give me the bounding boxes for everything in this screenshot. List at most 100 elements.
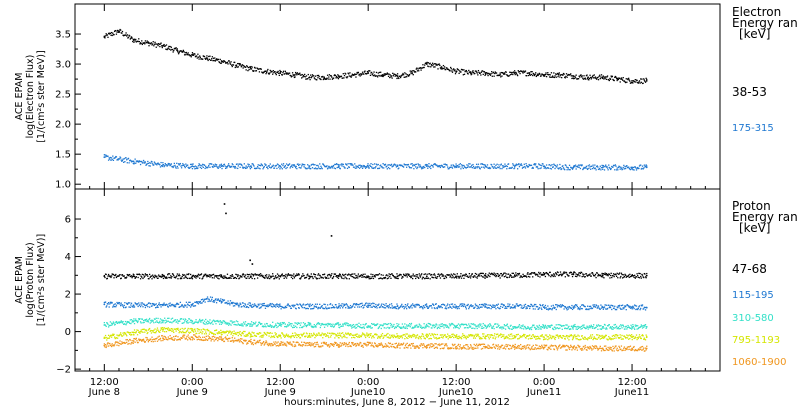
data-point [127, 303, 129, 305]
data-point [319, 274, 321, 276]
data-point [644, 309, 647, 311]
data-point [198, 332, 200, 335]
data-point [276, 303, 278, 305]
data-point [314, 276, 316, 278]
data-point [609, 306, 612, 309]
data-point [148, 327, 151, 330]
data-point [210, 59, 212, 61]
data-point [492, 71, 495, 73]
data-point [217, 298, 220, 300]
data-point [238, 163, 241, 165]
data-point [283, 321, 285, 324]
data-point [488, 324, 490, 326]
data-point [459, 166, 461, 168]
data-point [432, 166, 434, 168]
data-point [555, 304, 557, 306]
data-point [602, 75, 604, 77]
data-point [293, 306, 295, 308]
data-point [404, 323, 406, 325]
data-point [111, 334, 113, 337]
data-point [181, 327, 183, 330]
data-point [197, 167, 199, 169]
data-point [220, 164, 222, 166]
data-point [260, 306, 262, 308]
data-point [202, 277, 204, 279]
series-point [572, 166, 575, 169]
data-point [303, 325, 305, 327]
data-point [410, 70, 413, 72]
data-point [308, 323, 310, 325]
data-point [481, 325, 483, 328]
data-point [574, 306, 576, 308]
data-point [547, 309, 550, 311]
data-point [150, 303, 152, 305]
data-point [168, 305, 171, 307]
data-point [235, 302, 237, 305]
data-point [585, 273, 588, 275]
data-point [209, 274, 212, 276]
data-point [603, 306, 606, 308]
data-point [114, 274, 116, 277]
data-point [264, 332, 266, 334]
data-point [177, 53, 180, 55]
data-point [474, 306, 476, 309]
data-point [248, 68, 250, 71]
data-point [553, 163, 555, 165]
series-115-195 [103, 296, 648, 311]
data-point [304, 73, 306, 76]
data-point [266, 274, 268, 276]
data-point [611, 308, 613, 311]
data-point [487, 74, 489, 77]
data-point [174, 164, 176, 167]
data-point [198, 320, 200, 322]
data-point [612, 328, 614, 330]
data-point [133, 322, 136, 325]
data-point [440, 306, 442, 308]
data-point [152, 320, 154, 322]
data-point [194, 168, 196, 170]
data-point [589, 273, 591, 275]
data-point [253, 334, 256, 336]
data-point [579, 164, 581, 166]
data-point [176, 328, 179, 331]
data-point [634, 324, 636, 326]
data-point [291, 277, 294, 280]
data-point [391, 273, 393, 275]
data-point [458, 277, 460, 279]
data-point [131, 37, 133, 39]
data-point [120, 334, 122, 336]
data-point [337, 275, 339, 277]
data-point [352, 326, 354, 328]
data-point [182, 274, 185, 276]
data-point [156, 305, 159, 307]
data-point [419, 275, 421, 277]
data-point [225, 323, 227, 325]
data-point [249, 304, 251, 307]
data-point [638, 167, 640, 170]
data-point [191, 276, 193, 279]
data-point [211, 163, 213, 165]
data-point [492, 304, 494, 306]
data-point [375, 324, 378, 326]
data-point [198, 301, 200, 303]
data-point [199, 318, 201, 321]
data-point [196, 301, 198, 303]
data-point [317, 274, 319, 276]
data-point [163, 43, 165, 46]
data-point [459, 275, 461, 277]
data-point [313, 324, 315, 326]
data-point [184, 318, 186, 320]
data-point [292, 275, 294, 277]
data-point [505, 71, 507, 73]
data-point [236, 163, 238, 165]
data-point [174, 304, 176, 306]
data-point [141, 331, 143, 333]
data-point [418, 166, 420, 168]
data-point [231, 331, 233, 333]
data-point [624, 81, 627, 84]
data-point [283, 166, 285, 169]
y-tick-label: 0 [65, 327, 71, 338]
data-point [555, 164, 557, 167]
data-point [161, 165, 163, 168]
data-point [139, 331, 142, 333]
